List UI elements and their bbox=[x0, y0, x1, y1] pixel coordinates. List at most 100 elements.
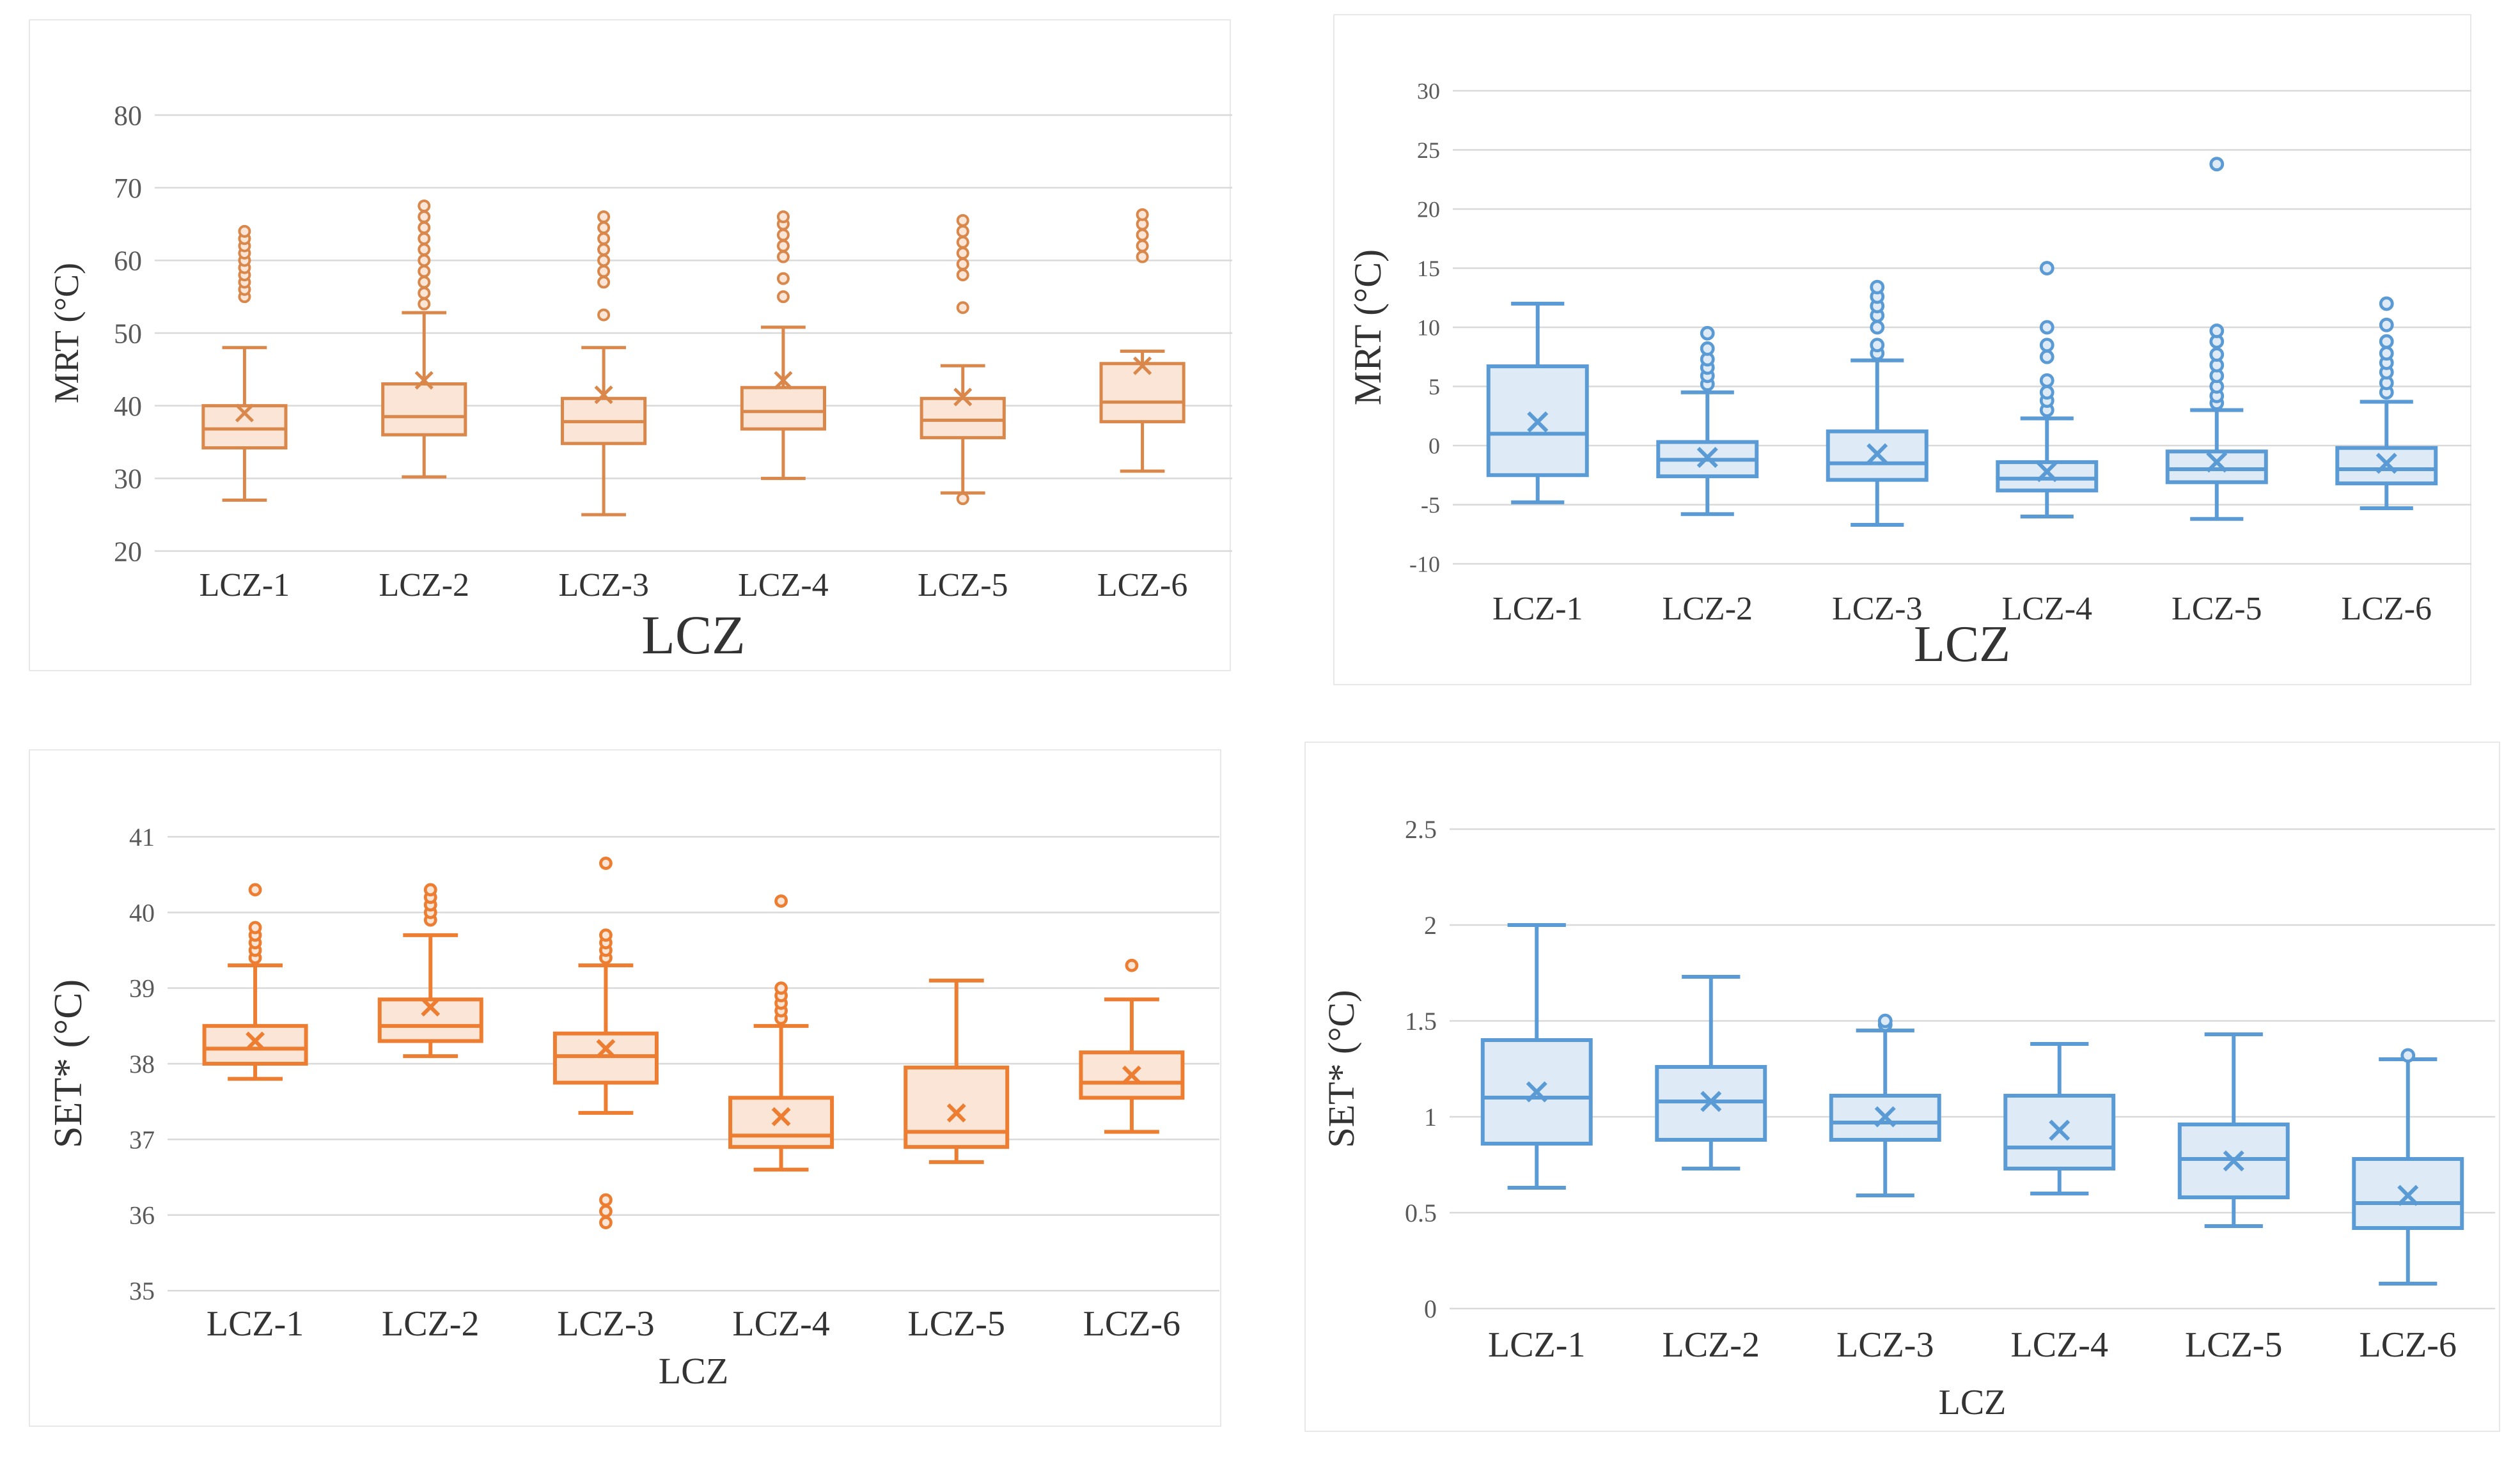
mean-marker bbox=[235, 403, 254, 423]
box-iqr bbox=[740, 385, 827, 431]
x-category-label: LCZ-6 bbox=[2341, 591, 2432, 627]
mean-marker bbox=[414, 371, 434, 390]
x-category-label: LCZ-6 bbox=[1097, 567, 1188, 603]
outlier-point bbox=[774, 981, 788, 995]
mean-marker bbox=[953, 387, 973, 407]
outlier-point bbox=[956, 246, 969, 260]
outlier-point bbox=[956, 258, 969, 271]
outlier-point bbox=[418, 254, 431, 267]
x-axis-title: LCZ bbox=[659, 1350, 729, 1392]
y-tick-label: 36 bbox=[129, 1201, 155, 1230]
outlier-point bbox=[599, 1204, 613, 1218]
outlier-point bbox=[2209, 347, 2225, 362]
outlier-point bbox=[2039, 385, 2054, 400]
x-category-label: LCZ-2 bbox=[1663, 1325, 1760, 1365]
outlier-point bbox=[418, 286, 431, 300]
y-tick-label: 70 bbox=[114, 173, 142, 204]
outlier-point bbox=[1870, 338, 1885, 353]
outlier-point bbox=[1136, 208, 1149, 221]
box-iqr bbox=[728, 1096, 834, 1149]
x-category-label: LCZ-2 bbox=[1662, 591, 1753, 627]
outlier-point bbox=[776, 239, 790, 253]
box-lcz-5 bbox=[2165, 157, 2268, 521]
outlier-point bbox=[597, 210, 611, 224]
mean-marker bbox=[2206, 451, 2228, 473]
mean-marker bbox=[1527, 411, 1549, 433]
y-axis-title: SET* (°C) bbox=[47, 979, 90, 1148]
x-category-label: LCZ-4 bbox=[738, 567, 829, 603]
outlier-point bbox=[776, 250, 790, 263]
box-lcz-1 bbox=[201, 224, 288, 502]
outlier-point bbox=[774, 894, 788, 908]
x-category-label: LCZ-3 bbox=[558, 567, 649, 603]
y-tick-label: 50 bbox=[114, 318, 142, 349]
x-category-label: LCZ-2 bbox=[382, 1304, 479, 1344]
mean-marker bbox=[2049, 1119, 2070, 1141]
box-lcz-4 bbox=[728, 894, 834, 1172]
mean-marker bbox=[946, 1103, 966, 1123]
y-tick-label: 35 bbox=[129, 1277, 155, 1305]
mean-marker bbox=[1874, 1106, 1896, 1128]
x-category-label: LCZ-4 bbox=[2001, 591, 2092, 627]
mean-marker bbox=[1133, 356, 1152, 375]
y-tick-label: 10 bbox=[1417, 315, 1440, 341]
outlier-point bbox=[1136, 239, 1149, 253]
box-lcz-4 bbox=[740, 210, 827, 480]
y-tick-label: 41 bbox=[129, 823, 155, 852]
box-iqr bbox=[1996, 460, 2099, 493]
outlier-point bbox=[599, 1193, 613, 1207]
outlier-point bbox=[956, 492, 969, 506]
y-tick-label: -10 bbox=[1409, 552, 1440, 577]
outlier-point bbox=[776, 272, 790, 285]
mean-marker bbox=[2223, 1150, 2244, 1172]
y-tick-label: 20 bbox=[114, 536, 142, 567]
outlier-point bbox=[1870, 279, 1885, 295]
x-category-label: LCZ-3 bbox=[1836, 1325, 1934, 1365]
box-lcz-5 bbox=[2177, 1032, 2290, 1228]
box-lcz-5 bbox=[920, 214, 1006, 506]
x-category-label: LCZ-4 bbox=[732, 1304, 829, 1344]
y-tick-label: 39 bbox=[129, 974, 155, 1003]
outlier-point bbox=[776, 228, 790, 242]
outlier-point bbox=[2209, 157, 2225, 172]
box-lcz-6 bbox=[2352, 1048, 2464, 1286]
outlier-point bbox=[418, 210, 431, 224]
y-tick-label: 0 bbox=[1424, 1295, 1437, 1323]
box-iqr bbox=[1099, 362, 1186, 424]
panel-mrt-diff: -10 -5 0 5 10 15 20 25 30 LCZ-1 LCZ-2 LCZ-3 LCZ-4 LCZ… bbox=[1333, 14, 2471, 685]
outlier-point bbox=[599, 857, 613, 870]
x-category-label: LCZ-6 bbox=[2360, 1325, 2457, 1365]
chart-set-diff: 0 0.5 1 1.5 2 2.5 LCZ-1 LCZ-2 LCZ-3 LCZ-4 LCZ-5 LCZ… bbox=[1320, 815, 2495, 1422]
box-lcz-5 bbox=[904, 978, 1010, 1164]
mean-marker bbox=[2036, 461, 2058, 483]
outlier-point bbox=[238, 224, 251, 238]
y-tick-label: 0 bbox=[1428, 433, 1440, 459]
outlier-point bbox=[776, 290, 790, 304]
y-tick-label: 37 bbox=[129, 1125, 155, 1154]
y-tick-label: 80 bbox=[114, 100, 142, 131]
box-iqr bbox=[904, 1065, 1010, 1149]
chart-set-summer: 35 36 37 38 39 40 41 LCZ-1 LCZ-2 LCZ-3 LCZ-4 LCZ-5 L… bbox=[47, 823, 1219, 1392]
outlier-point bbox=[2379, 317, 2394, 332]
box-lcz-1 bbox=[1480, 923, 1593, 1190]
outlier-point bbox=[2379, 346, 2394, 361]
box-iqr bbox=[202, 1023, 308, 1066]
x-category-label: LCZ-1 bbox=[1492, 591, 1583, 627]
outlier-point bbox=[418, 265, 431, 278]
mean-marker bbox=[1122, 1065, 1141, 1085]
y-axis-title: MRT (°C) bbox=[1347, 249, 1389, 405]
y-tick-label: 0.5 bbox=[1405, 1199, 1437, 1227]
box-iqr bbox=[2165, 449, 2268, 485]
box-lcz-2 bbox=[381, 199, 467, 479]
outlier-point bbox=[597, 308, 611, 322]
box-lcz-6 bbox=[2335, 296, 2438, 511]
outlier-point bbox=[418, 221, 431, 235]
x-category-label: LCZ-6 bbox=[1083, 1304, 1180, 1344]
outlier-point bbox=[956, 214, 969, 227]
outlier-point bbox=[1125, 958, 1139, 972]
panel-mrt-summer: 20 30 40 50 60 70 80 LCZ-1 LCZ-2 LCZ-3 LCZ-4 LCZ-5 L… bbox=[29, 19, 1232, 671]
y-tick-label: -5 bbox=[1421, 492, 1440, 518]
y-tick-label: 25 bbox=[1417, 137, 1440, 163]
box-lcz-2 bbox=[1655, 975, 1767, 1170]
outlier-point bbox=[2039, 373, 2054, 388]
